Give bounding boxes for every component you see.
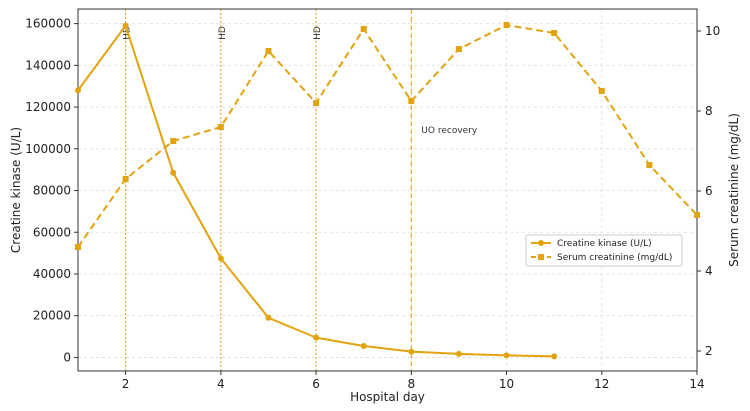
creatine-kinase-point xyxy=(503,352,510,359)
y-left-tick-label: 80000 xyxy=(33,184,71,198)
serum-creatinine-point xyxy=(122,176,129,182)
legend-marker-creatine-kinase xyxy=(538,240,544,246)
creatine-kinase-point xyxy=(408,348,415,355)
annotation-hd: HD xyxy=(313,26,323,40)
serum-creatinine-point xyxy=(694,212,700,218)
y-right-tick-label: 4 xyxy=(705,264,713,278)
x-tick-label: 14 xyxy=(689,377,704,391)
y-right-axis-title: Serum creatinine (mg/dL) xyxy=(727,113,741,267)
serum-creatinine-point xyxy=(313,100,320,106)
x-tick-label: 6 xyxy=(312,377,320,391)
y-left-tick-label: 160000 xyxy=(25,17,71,31)
annotation-uo-recovery: UO recovery xyxy=(421,126,478,136)
creatine-kinase-point xyxy=(313,334,320,341)
y-left-tick-label: 20000 xyxy=(33,309,71,323)
y-left-tick-label: 0 xyxy=(63,350,71,364)
x-tick-label: 12 xyxy=(594,377,609,391)
serum-creatinine-point xyxy=(265,48,272,54)
serum-creatinine-point xyxy=(170,138,177,144)
x-axis-title: Hospital day xyxy=(350,390,425,404)
serum-creatinine-point xyxy=(408,98,415,104)
y-left-tick-label: 60000 xyxy=(33,225,71,239)
plot-frame xyxy=(77,8,698,372)
serum-creatinine-point xyxy=(503,22,510,28)
serum-creatinine-point xyxy=(360,26,367,32)
y-right-tick-label: 10 xyxy=(705,24,720,38)
creatine-kinase-point xyxy=(265,314,272,321)
legend-label-serum-creatinine: Serum creatinine (mg/dL) xyxy=(557,253,672,263)
creatine-kinase-point xyxy=(122,22,129,29)
x-tick-label: 10 xyxy=(499,377,514,391)
serum-creatinine-point xyxy=(75,244,81,250)
legend-box xyxy=(525,234,683,267)
y-right-tick-label: 6 xyxy=(705,184,713,198)
serum-creatinine-point xyxy=(646,162,653,168)
annotation-hd: HD xyxy=(218,26,228,40)
y-left-tick-label: 120000 xyxy=(25,100,71,114)
x-tick-label: 8 xyxy=(407,377,415,391)
legend-marker-serum-creatinine xyxy=(538,254,544,260)
legend-label-creatine-kinase: Creatine kinase (U/L) xyxy=(557,239,652,249)
creatine-kinase-point xyxy=(170,169,177,176)
y-left-tick-label: 40000 xyxy=(33,267,71,281)
serum-creatinine-point xyxy=(217,124,224,130)
x-tick-label: 4 xyxy=(217,377,225,391)
creatine-kinase-point xyxy=(360,342,367,349)
serum-creatinine-point xyxy=(551,30,558,36)
creatine-kinase-point xyxy=(455,350,462,357)
serum-creatinine-point xyxy=(598,88,605,94)
serum-creatinine-point xyxy=(455,46,462,52)
y-right-tick-label: 2 xyxy=(705,344,713,358)
y-right-tick-label: 8 xyxy=(705,104,713,118)
creatine-kinase-point xyxy=(75,87,81,94)
y-left-tick-label: 140000 xyxy=(25,58,71,72)
creatine-kinase-point xyxy=(551,353,558,360)
serum-creatinine-line xyxy=(77,24,698,248)
creatine-kinase-point xyxy=(217,255,224,262)
x-tick-label: 2 xyxy=(122,377,130,391)
y-left-axis-title: Creatine kinase (U/L) xyxy=(9,127,23,253)
y-left-tick-label: 100000 xyxy=(25,142,71,156)
